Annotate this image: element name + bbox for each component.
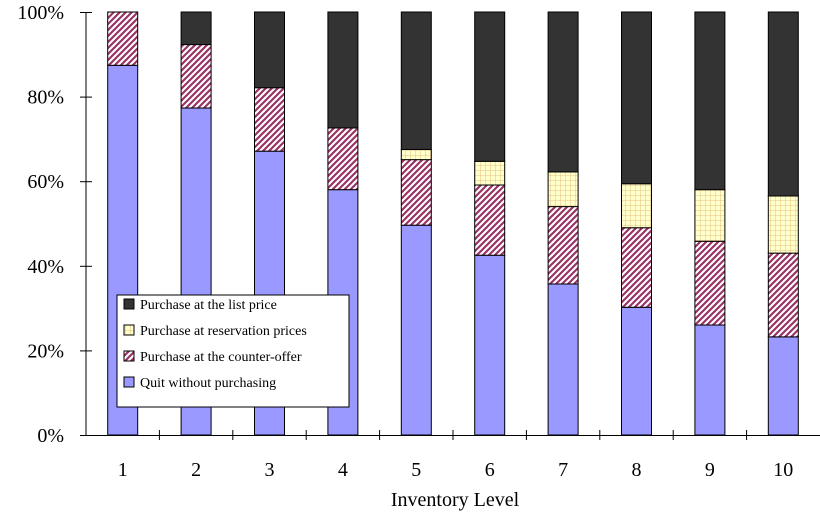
x-tick-label: 2 [191, 459, 201, 481]
bar-segment-2-cat-9 [694, 240, 726, 326]
bar-segment-4-cat-3 [254, 11, 285, 89]
y-tick-label: 60% [27, 171, 64, 193]
axes-layer [80, 12, 820, 440]
bar-segment-2-cat-4 [327, 127, 359, 191]
bar-segment-4-cat-6 [474, 11, 506, 162]
x-tick-label: 4 [338, 459, 348, 481]
x-tick-label: 3 [265, 459, 275, 481]
x-tick-label: 5 [411, 459, 421, 481]
bar-segment-2-cat-5 [400, 159, 432, 226]
bar-segment-3-cat-6 [474, 160, 506, 186]
bar-segment-4-cat-8 [621, 11, 652, 185]
legend-label: Purchase at the counter-offer [140, 350, 302, 365]
bar-segment-1-cat-6 [474, 254, 506, 436]
bar-segment-1-cat-9 [694, 324, 726, 436]
tick-labels-layer: 0% 20% 40% 60% 80% 100% 1 2 3 4 5 6 7 8 9 10 [17, 2, 793, 481]
bar-segment-1-cat-8 [621, 306, 652, 436]
x-tick-label: 7 [558, 459, 568, 481]
bar-segment-1-cat-5 [400, 224, 432, 436]
bar-segment-2-cat-7 [547, 206, 579, 285]
legend-label: Quit without purchasing [140, 376, 276, 391]
legend: Purchase at the list price Purchase at re… [116, 294, 350, 408]
legend-swatch [123, 376, 135, 388]
bar-segment-2-cat-3 [254, 87, 285, 152]
legend-label: Purchase at reservation prices [140, 324, 307, 339]
bar-segment-1-cat-7 [547, 283, 579, 436]
legend-box [116, 294, 350, 408]
bar-segment-3-cat-9 [694, 189, 726, 242]
legend-label: Purchase at the list price [140, 298, 277, 313]
bar-segment-3-cat-10 [767, 195, 799, 254]
y-tick-label: 100% [17, 2, 64, 24]
bar-segment-4-cat-7 [547, 11, 579, 173]
bar-segment-1-cat-10 [767, 336, 799, 436]
x-tick-label: 1 [118, 459, 128, 481]
y-tick-label: 20% [27, 340, 64, 362]
bar-segment-3-cat-7 [547, 171, 579, 208]
y-tick-label: 0% [37, 425, 64, 447]
y-tick-label: 80% [27, 87, 64, 109]
legend-swatch [123, 324, 135, 336]
x-tick-label: 10 [773, 459, 793, 481]
bar-segment-4-cat-5 [400, 11, 432, 150]
bar-segment-2-cat-6 [474, 184, 506, 256]
bar-segment-2-cat-1 [107, 11, 139, 66]
bar-segment-3-cat-5 [400, 148, 432, 161]
bar-segment-4-cat-10 [767, 11, 799, 197]
legend-swatch [123, 350, 135, 362]
bar-segment-4-cat-4 [327, 11, 359, 129]
x-axis-title: Inventory Level [391, 489, 520, 511]
legend-swatch [123, 298, 135, 310]
bars-layer [107, 11, 799, 436]
x-tick-label: 8 [632, 459, 642, 481]
bar-segment-2-cat-10 [767, 252, 799, 338]
bar-segment-2-cat-2 [180, 44, 212, 109]
bar-segment-3-cat-8 [621, 183, 652, 229]
x-tick-label: 6 [485, 459, 495, 481]
x-tick-label: 9 [705, 459, 715, 481]
bar-segment-4-cat-2 [180, 11, 212, 46]
bar-segment-2-cat-8 [621, 227, 652, 308]
y-tick-label: 40% [27, 256, 64, 278]
bar-segment-4-cat-9 [694, 11, 726, 191]
